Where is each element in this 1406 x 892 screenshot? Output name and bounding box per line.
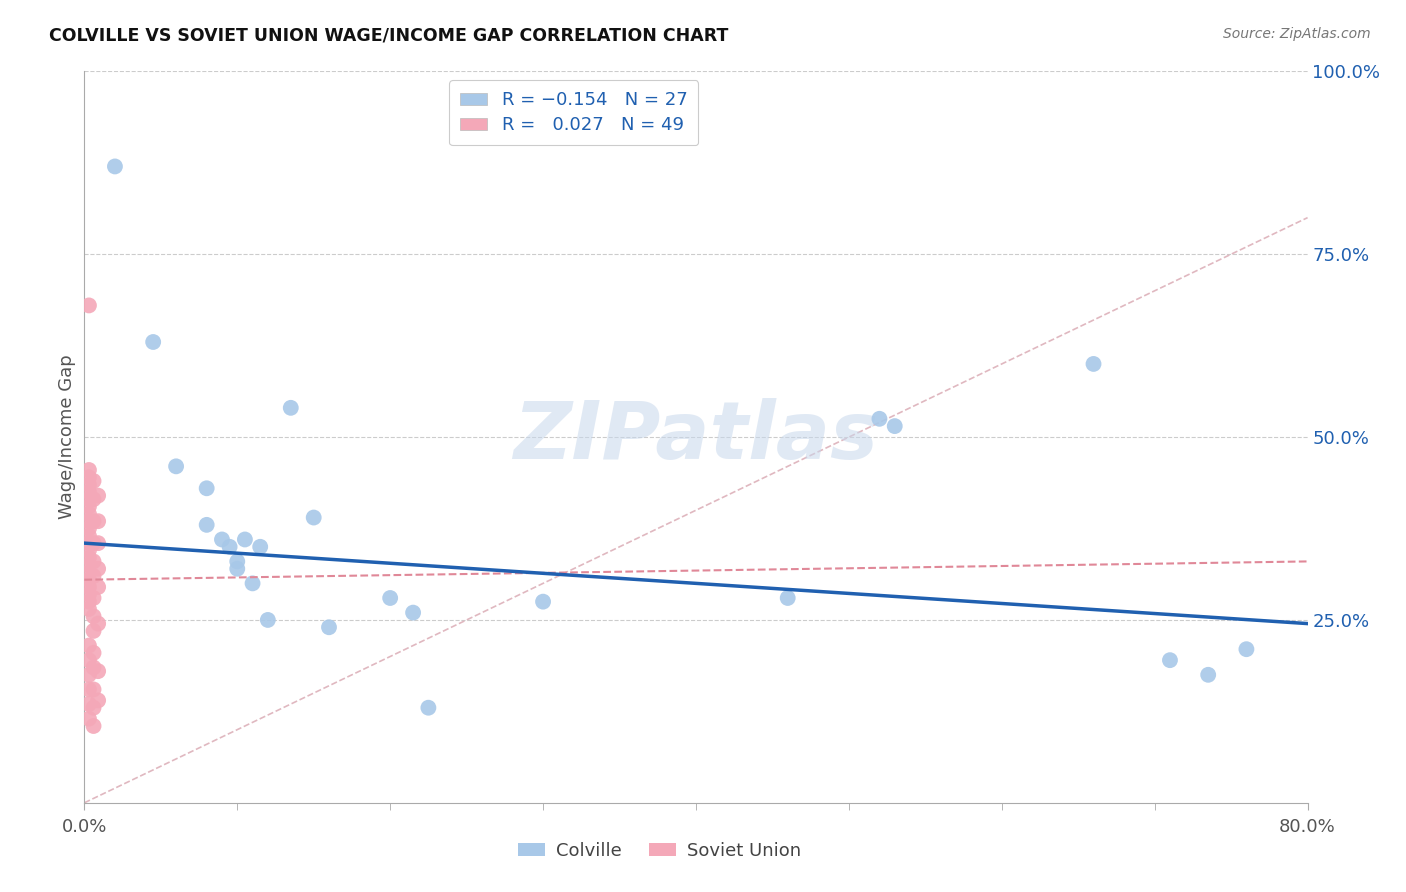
Point bbox=[249, 540, 271, 554]
Legend: Colville, Soviet Union: Colville, Soviet Union bbox=[510, 835, 808, 867]
Point bbox=[87, 664, 110, 678]
Point bbox=[380, 591, 402, 605]
Point bbox=[280, 401, 302, 415]
Point bbox=[1236, 642, 1258, 657]
Point bbox=[77, 521, 100, 535]
Point bbox=[83, 474, 105, 488]
Point bbox=[77, 477, 100, 491]
Point bbox=[77, 550, 100, 565]
Point bbox=[77, 543, 100, 558]
Point bbox=[226, 562, 249, 576]
Point bbox=[77, 712, 100, 726]
Point bbox=[77, 653, 100, 667]
Point bbox=[87, 580, 110, 594]
Point bbox=[83, 646, 105, 660]
Point bbox=[83, 682, 105, 697]
Point bbox=[318, 620, 340, 634]
Point bbox=[77, 587, 100, 601]
Point bbox=[77, 463, 100, 477]
Point bbox=[257, 613, 280, 627]
Point bbox=[83, 719, 105, 733]
Point bbox=[87, 562, 110, 576]
Point bbox=[226, 554, 249, 568]
Point bbox=[77, 485, 100, 500]
Point bbox=[87, 693, 110, 707]
Point bbox=[77, 594, 100, 608]
Point bbox=[1083, 357, 1105, 371]
Point bbox=[83, 624, 105, 638]
Point bbox=[83, 554, 105, 568]
Point bbox=[165, 459, 187, 474]
Point bbox=[87, 536, 110, 550]
Point bbox=[77, 507, 100, 521]
Point bbox=[1159, 653, 1181, 667]
Point bbox=[77, 573, 100, 587]
Point bbox=[218, 540, 240, 554]
Y-axis label: Wage/Income Gap: Wage/Income Gap bbox=[58, 355, 76, 519]
Point bbox=[776, 591, 799, 605]
Text: Source: ZipAtlas.com: Source: ZipAtlas.com bbox=[1223, 27, 1371, 41]
Point bbox=[87, 514, 110, 528]
Point bbox=[77, 566, 100, 580]
Point bbox=[83, 536, 105, 550]
Point bbox=[883, 419, 905, 434]
Point bbox=[83, 514, 105, 528]
Point bbox=[1197, 667, 1219, 681]
Point bbox=[195, 481, 218, 495]
Point bbox=[233, 533, 256, 547]
Text: COLVILLE VS SOVIET UNION WAGE/INCOME GAP CORRELATION CHART: COLVILLE VS SOVIET UNION WAGE/INCOME GAP… bbox=[49, 27, 728, 45]
Point bbox=[104, 160, 127, 174]
Point bbox=[211, 533, 233, 547]
Point bbox=[83, 569, 105, 583]
Point bbox=[83, 609, 105, 624]
Point bbox=[77, 536, 100, 550]
Text: ZIPatlas: ZIPatlas bbox=[513, 398, 879, 476]
Point bbox=[87, 616, 110, 631]
Point bbox=[77, 639, 100, 653]
Point bbox=[77, 602, 100, 616]
Point bbox=[242, 576, 264, 591]
Point bbox=[195, 517, 218, 532]
Point bbox=[531, 594, 554, 608]
Point bbox=[302, 510, 325, 524]
Point bbox=[83, 660, 105, 674]
Point bbox=[77, 667, 100, 681]
Point bbox=[142, 334, 165, 349]
Point bbox=[77, 470, 100, 484]
Point bbox=[869, 412, 891, 426]
Point bbox=[77, 580, 100, 594]
Point bbox=[77, 529, 100, 543]
Point bbox=[87, 489, 110, 503]
Point bbox=[418, 700, 440, 714]
Point bbox=[77, 558, 100, 573]
Point bbox=[77, 500, 100, 514]
Point bbox=[83, 591, 105, 605]
Point bbox=[83, 700, 105, 714]
Point bbox=[402, 606, 425, 620]
Point bbox=[77, 514, 100, 528]
Point bbox=[77, 697, 100, 711]
Point bbox=[83, 492, 105, 507]
Point bbox=[77, 492, 100, 507]
Point bbox=[77, 298, 100, 312]
Point bbox=[77, 682, 100, 697]
